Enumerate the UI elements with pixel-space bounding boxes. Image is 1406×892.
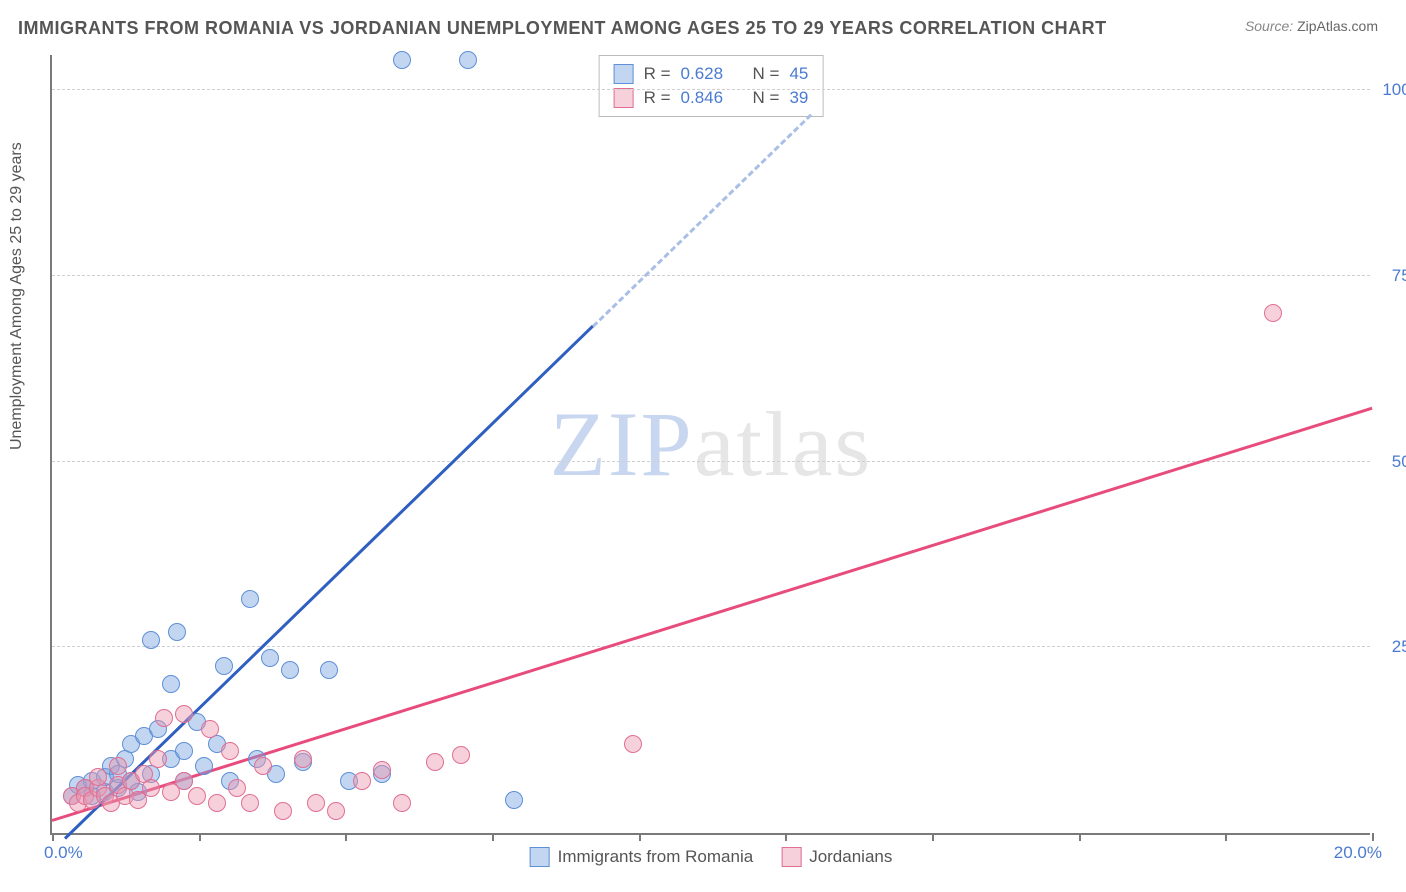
data-point-jordanians	[175, 772, 193, 790]
source-credit: Source: ZipAtlas.com	[1245, 18, 1378, 34]
correlation-legend: R = 0.628 N = 45 R = 0.846 N = 39	[599, 55, 824, 117]
data-point-jordanians	[307, 794, 325, 812]
series-legend: Immigrants from Romania Jordanians	[530, 847, 893, 867]
data-point-jordanians	[327, 802, 345, 820]
y-tick-label: 75.0%	[1392, 266, 1406, 286]
r-value-romania: 0.628	[681, 64, 724, 84]
data-point-romania	[175, 742, 193, 760]
data-point-romania	[393, 51, 411, 69]
data-point-jordanians	[624, 735, 642, 753]
x-tick	[345, 833, 347, 841]
n-value-jordanians: 39	[789, 88, 808, 108]
data-point-jordanians	[142, 779, 160, 797]
x-tick	[639, 833, 641, 841]
x-tick	[932, 833, 934, 841]
legend-label-jordanians: Jordanians	[809, 847, 892, 867]
x-tick	[1225, 833, 1227, 841]
x-tick	[199, 833, 201, 841]
data-point-jordanians	[188, 787, 206, 805]
chart-title: IMMIGRANTS FROM ROMANIA VS JORDANIAN UNE…	[18, 18, 1107, 39]
data-point-romania	[281, 661, 299, 679]
gridline	[52, 89, 1370, 90]
trendline	[64, 325, 594, 840]
gridline	[52, 275, 1370, 276]
watermark-atlas: atlas	[694, 393, 873, 495]
swatch-jordanians	[781, 847, 801, 867]
data-point-jordanians	[426, 753, 444, 771]
y-axis-label: Unemployment Among Ages 25 to 29 years	[8, 142, 26, 450]
data-point-romania	[261, 649, 279, 667]
legend-item-jordanians: Jordanians	[781, 847, 892, 867]
x-tick	[1372, 833, 1374, 841]
source-name: ZipAtlas.com	[1297, 18, 1378, 34]
y-tick-label: 25.0%	[1392, 637, 1406, 657]
data-point-jordanians	[254, 757, 272, 775]
legend-row-romania: R = 0.628 N = 45	[614, 62, 809, 86]
data-point-jordanians	[452, 746, 470, 764]
data-point-romania	[168, 623, 186, 641]
x-tick	[785, 833, 787, 841]
data-point-jordanians	[228, 779, 246, 797]
x-tick	[1079, 833, 1081, 841]
r-prefix: R =	[644, 88, 671, 108]
gridline	[52, 646, 1370, 647]
data-point-jordanians	[155, 709, 173, 727]
data-point-jordanians	[274, 802, 292, 820]
data-point-jordanians	[294, 750, 312, 768]
data-point-jordanians	[149, 750, 167, 768]
data-point-jordanians	[353, 772, 371, 790]
data-point-jordanians	[221, 742, 239, 760]
data-point-jordanians	[89, 768, 107, 786]
data-point-jordanians	[1264, 304, 1282, 322]
data-point-jordanians	[208, 794, 226, 812]
swatch-romania	[614, 64, 634, 84]
data-point-jordanians	[175, 705, 193, 723]
trendline	[592, 114, 812, 328]
data-point-jordanians	[393, 794, 411, 812]
origin-label: 0.0%	[44, 843, 83, 863]
data-point-jordanians	[201, 720, 219, 738]
watermark: ZIPatlas	[550, 391, 873, 497]
data-point-romania	[162, 675, 180, 693]
source-label: Source:	[1245, 18, 1293, 34]
n-prefix: N =	[753, 64, 780, 84]
r-prefix: R =	[644, 64, 671, 84]
y-tick-label: 50.0%	[1392, 452, 1406, 472]
gridline	[52, 461, 1370, 462]
data-point-jordanians	[373, 761, 391, 779]
swatch-jordanians	[614, 88, 634, 108]
data-point-romania	[241, 590, 259, 608]
data-point-romania	[215, 657, 233, 675]
data-point-romania	[142, 631, 160, 649]
data-point-jordanians	[109, 757, 127, 775]
n-prefix: N =	[753, 88, 780, 108]
watermark-zip: ZIP	[550, 393, 694, 495]
x-tick	[52, 833, 54, 841]
n-value-romania: 45	[789, 64, 808, 84]
data-point-jordanians	[241, 794, 259, 812]
data-point-romania	[320, 661, 338, 679]
x-tick	[492, 833, 494, 841]
data-point-romania	[505, 791, 523, 809]
legend-label-romania: Immigrants from Romania	[558, 847, 754, 867]
y-tick-label: 100.0%	[1382, 80, 1406, 100]
legend-item-romania: Immigrants from Romania	[530, 847, 754, 867]
x-end-label: 20.0%	[1334, 843, 1382, 863]
data-point-romania	[459, 51, 477, 69]
data-point-romania	[195, 757, 213, 775]
r-value-jordanians: 0.846	[681, 88, 724, 108]
scatter-plot: ZIPatlas R = 0.628 N = 45 R = 0.846 N = …	[50, 55, 1370, 835]
swatch-romania	[530, 847, 550, 867]
